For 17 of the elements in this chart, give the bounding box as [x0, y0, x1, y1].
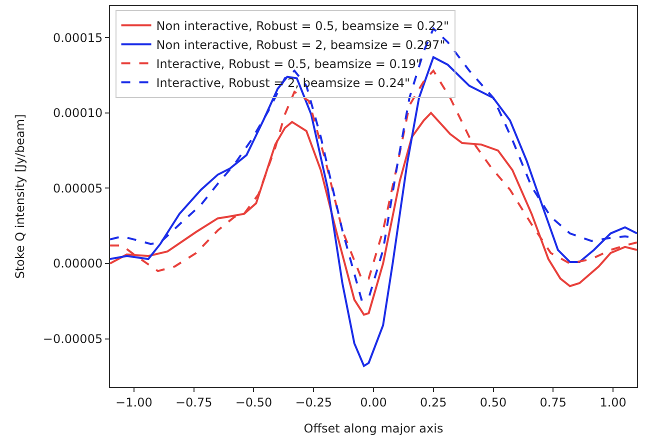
x-tick-label: 1.00 — [600, 395, 626, 410]
y-axis-title: Stoke Q intensity [Jy/beam] — [13, 114, 28, 279]
y-tick-label: 0.00010 — [52, 106, 103, 120]
x-tick-label: −0.50 — [235, 395, 272, 410]
y-tick-label: 0.00005 — [52, 181, 103, 196]
x-tick-label: 0.00 — [360, 395, 387, 410]
x-tick-label: 0.75 — [540, 395, 567, 410]
x-tick-label: −0.25 — [295, 395, 332, 410]
y-tick-label: 0.00000 — [52, 256, 103, 271]
y-tick-label: 0.00015 — [52, 30, 103, 45]
x-tick-label: −1.00 — [116, 395, 152, 410]
legend-label: Non interactive, Robust = 0.5, beamsize = 0.22" — [156, 18, 450, 33]
x-tick-label: 0.50 — [480, 395, 507, 410]
x-axis-title: Offset along major axis — [304, 421, 444, 436]
x-tick-label: −0.75 — [175, 395, 212, 410]
x-tick-label: 0.25 — [420, 395, 447, 410]
y-tick-label: −0.00005 — [42, 332, 103, 346]
